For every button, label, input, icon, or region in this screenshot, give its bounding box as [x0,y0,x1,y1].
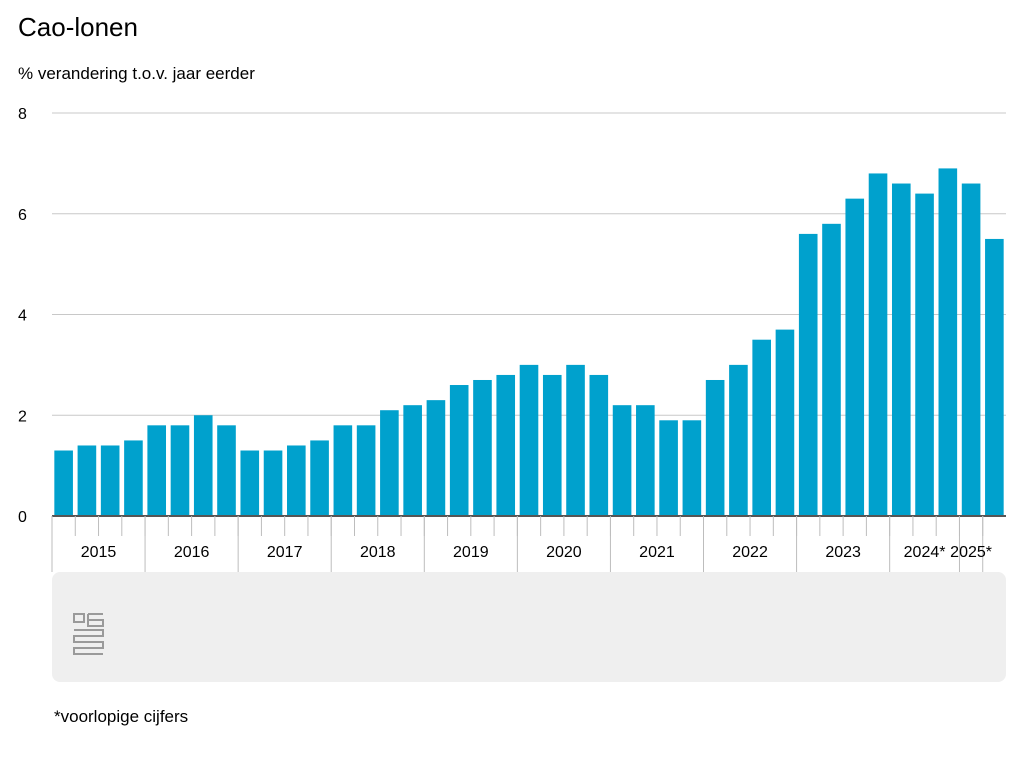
bar [519,364,539,517]
bar [403,405,422,516]
x-tick-label: 2020 [546,544,582,561]
y-tick-label: 4 [18,308,27,325]
x-tick-label: 2022 [732,544,768,561]
bar [822,223,841,516]
bar [775,329,795,516]
y-tick-label: 8 [18,106,27,123]
x-tick-label: 2015 [81,544,117,561]
chart-title: Cao-lonen [18,12,138,42]
bar [985,238,1004,516]
bar [798,233,818,516]
bar [659,420,678,516]
bar [891,183,911,516]
bar [589,374,609,516]
bar [496,374,516,516]
bar [426,400,446,516]
x-tick-label: 2024* [904,544,946,561]
bar [147,425,167,516]
logo-panel [52,572,1006,682]
bar [473,379,492,516]
bar [682,420,702,516]
bar [193,415,213,516]
x-tick-label: 2021 [639,544,675,561]
footnote: *voorlopige cijfers [54,707,189,726]
y-tick-label: 0 [18,509,27,526]
bar [333,425,353,516]
bar [915,193,934,516]
bar-chart: 2015 2016 2017 2018 2019 2020 2021 2022 2023 2024… [18,106,1006,682]
bar [938,168,958,516]
bar [705,379,725,516]
bar [124,440,143,516]
bar [380,410,399,516]
bar [542,374,562,516]
bar [100,445,120,516]
y-tick-label: 2 [18,408,27,425]
x-tick-label: 2017 [267,544,303,561]
x-tick-label: 2018 [360,544,396,561]
bar [217,425,236,516]
bar [752,339,771,516]
bar [240,450,260,516]
bar [868,173,888,516]
bar [566,364,585,517]
x-tick-label: 2023 [825,544,861,561]
bar [961,183,981,516]
bar [356,425,376,516]
bar [612,405,632,516]
bar [54,450,73,516]
x-tick-label: 2016 [174,544,210,561]
bar [729,364,748,517]
bar [263,450,283,516]
bar [845,198,865,516]
bar [170,425,190,516]
bar [636,405,655,516]
cbs-logo-icon [73,613,104,655]
bar [310,440,329,516]
x-tick-label: 2025* [950,544,992,561]
y-tick-label: 6 [18,207,27,224]
bar [287,445,306,516]
x-tick-label: 2019 [453,544,489,561]
bar [449,385,469,516]
chart-subtitle: % verandering t.o.v. jaar eerder [18,64,255,83]
bar [77,445,97,516]
